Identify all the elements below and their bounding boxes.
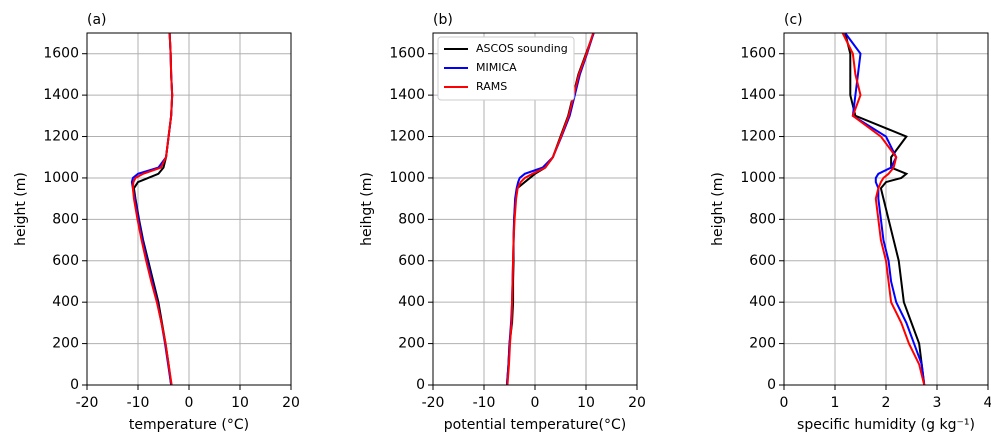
y-axis-label: heihgt (m): [359, 172, 375, 246]
x-axis-label: temperature (°C): [129, 417, 249, 433]
y-tick-label: 400: [52, 294, 79, 310]
y-tick-label: 200: [398, 336, 425, 352]
x-tick-label: 10: [231, 395, 249, 411]
y-tick-label: 1600: [389, 46, 425, 62]
y-tick-label: 400: [398, 294, 425, 310]
y-tick-label: 1400: [389, 87, 425, 103]
legend-label: MIMICA: [476, 61, 517, 74]
x-tick-label: 0: [531, 395, 540, 411]
x-tick-label: 10: [577, 395, 595, 411]
profile-line: [841, 32, 926, 386]
profile-line: [844, 32, 926, 386]
x-tick-label: 0: [185, 395, 194, 411]
x-tick-label: 4: [984, 395, 991, 411]
y-tick-label: 1000: [43, 170, 79, 186]
panel-label: (b): [433, 12, 453, 28]
y-tick-label: 800: [398, 211, 425, 227]
y-tick-label: 400: [749, 294, 776, 310]
y-axis-label: height (m): [710, 172, 726, 246]
x-tick-label: 3: [933, 395, 942, 411]
plot-frame: [783, 32, 989, 386]
legend-label: ASCOS sounding: [476, 42, 568, 55]
y-tick-label: 1600: [43, 46, 79, 62]
y-tick-label: 1600: [740, 46, 776, 62]
profile-line: [132, 32, 174, 386]
y-tick-label: 1200: [740, 129, 776, 145]
x-tick-label: 2: [882, 395, 891, 411]
x-axis-label: specific humidity (g kg⁻¹): [797, 417, 975, 433]
y-tick-label: 1200: [43, 129, 79, 145]
x-axis-label: potential temperature(°C): [444, 417, 626, 433]
profile-line: [844, 32, 926, 386]
y-tick-label: 1400: [740, 87, 776, 103]
profile-line: [506, 32, 595, 386]
x-tick-label: -10: [473, 395, 496, 411]
y-tick-label: 1000: [740, 170, 776, 186]
y-tick-label: 0: [767, 377, 776, 393]
profile-line: [131, 32, 174, 386]
y-tick-label: 600: [398, 253, 425, 269]
y-tick-label: 1200: [389, 129, 425, 145]
panel-label: (c): [784, 12, 803, 28]
x-tick-label: 20: [628, 395, 646, 411]
y-tick-label: 0: [70, 377, 79, 393]
x-tick-label: 20: [282, 395, 300, 411]
y-tick-label: 1400: [43, 87, 79, 103]
x-tick-label: -10: [127, 395, 150, 411]
plot-frame: [86, 32, 292, 386]
y-axis-label: height (m): [13, 172, 29, 246]
y-tick-label: 200: [749, 336, 776, 352]
y-tick-label: 0: [416, 377, 425, 393]
legend-box: [437, 36, 575, 101]
legend-label: RAMS: [476, 80, 507, 93]
y-tick-label: 600: [52, 253, 79, 269]
y-tick-label: 1000: [389, 170, 425, 186]
plot-frame: [432, 32, 638, 386]
x-tick-label: 1: [831, 395, 840, 411]
y-tick-label: 800: [52, 211, 79, 227]
y-tick-label: 600: [749, 253, 776, 269]
x-tick-label: 0: [780, 395, 789, 411]
x-tick-label: -20: [76, 395, 99, 411]
panel-label: (a): [87, 12, 107, 28]
y-tick-label: 200: [52, 336, 79, 352]
y-tick-label: 800: [749, 211, 776, 227]
x-tick-label: -20: [422, 395, 445, 411]
